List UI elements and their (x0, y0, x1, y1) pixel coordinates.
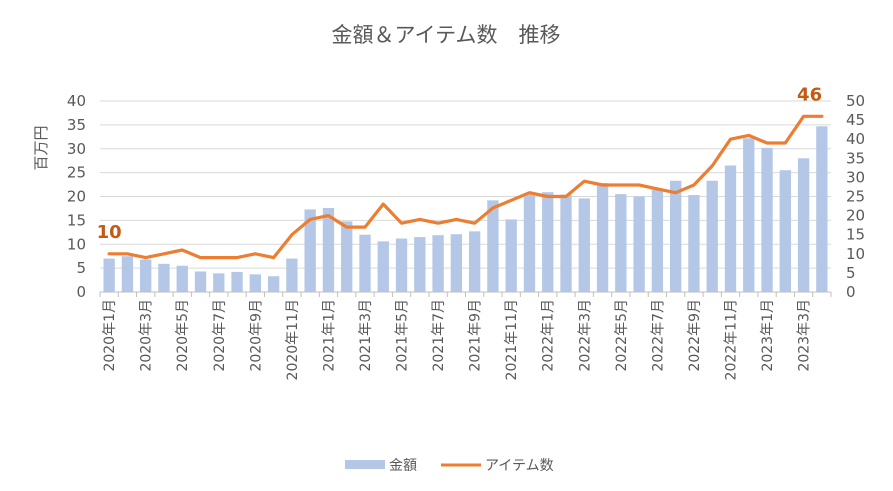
bar (231, 271, 243, 292)
bar (596, 183, 609, 292)
x-tick-label: 2021年7月 (431, 299, 447, 372)
bar (779, 170, 791, 292)
left-tick-label: 25 (67, 164, 86, 182)
bar (450, 234, 463, 292)
bar (304, 209, 316, 292)
right-tick-label: 10 (846, 245, 865, 263)
x-tick-label: 2020年3月 (139, 299, 155, 372)
bar (651, 188, 664, 292)
legend-swatch-amount (345, 460, 385, 469)
left-tick-label: 10 (67, 235, 86, 253)
right-tick-label: 40 (846, 130, 865, 148)
x-tick-label: 2021年3月 (358, 299, 374, 372)
x-tick-label: 2020年9月 (248, 299, 264, 372)
bar (395, 238, 408, 292)
left-tick-label: 40 (67, 92, 86, 110)
right-tick-label: 35 (846, 149, 865, 167)
left-tick-label: 20 (67, 188, 86, 206)
data-label: 10 (97, 222, 122, 243)
data-label: 46 (797, 84, 822, 105)
left-tick-label: 35 (67, 116, 86, 134)
bar (542, 192, 554, 292)
x-tick-label: 2022年3月 (577, 299, 593, 372)
gridlines (100, 100, 831, 269)
left-tick-label: 15 (67, 211, 86, 229)
x-tick-label: 2020年5月 (175, 299, 191, 372)
x-tick-label: 2022年1月 (541, 299, 557, 372)
x-tick-label: 2020年1月 (102, 299, 118, 372)
bar (377, 241, 389, 292)
bar (578, 198, 590, 292)
left-tick-label: 30 (67, 140, 86, 158)
bar (414, 237, 426, 292)
right-tick-label: 15 (846, 226, 865, 244)
bar (487, 200, 499, 292)
right-tick-label: 20 (846, 207, 865, 225)
bar (432, 235, 444, 292)
right-tick-label: 0 (846, 283, 856, 301)
right-tick-label: 45 (846, 111, 865, 129)
bar (249, 274, 262, 292)
bar (121, 256, 134, 292)
bar (505, 219, 517, 292)
x-tick-label: 2022年9月 (687, 299, 703, 372)
bar-series-amount (103, 126, 828, 293)
line-path (107, 114, 824, 260)
bar (194, 271, 207, 292)
x-tick-label: 2022年5月 (614, 299, 630, 372)
x-tick-label: 2021年11月 (504, 299, 520, 380)
left-tick-label: 5 (76, 259, 86, 277)
bar (669, 180, 682, 292)
bar (816, 126, 828, 293)
right-tick-label: 25 (846, 188, 865, 206)
x-tick-label: 2023年1月 (760, 299, 776, 372)
x-tick-label: 2021年5月 (395, 299, 411, 372)
right-tick-label: 5 (846, 264, 856, 282)
right-tick-label: 30 (846, 168, 865, 186)
bar (341, 221, 353, 292)
bar (267, 276, 280, 292)
bar (688, 195, 700, 292)
x-tick-label: 2021年1月 (321, 299, 337, 372)
x-tick-label: 2021年9月 (468, 299, 484, 372)
data-labels: 10 46 (97, 84, 823, 243)
bar (176, 265, 188, 292)
bar (633, 196, 645, 292)
bar (560, 194, 572, 292)
chart-title: 金額＆アイテム数 推移 (332, 23, 561, 47)
x-tick-label: 2022年7月 (650, 299, 666, 372)
bar (724, 165, 737, 292)
bar (213, 273, 225, 292)
line-series-items (107, 114, 824, 260)
bar (103, 258, 115, 292)
bar (761, 147, 773, 292)
left-y-axis: 0 5 10 15 20 25 30 35 40 (67, 92, 86, 301)
legend: 金額 アイテム数 (345, 458, 554, 474)
bar (158, 263, 170, 292)
bar (359, 234, 371, 292)
left-tick-label: 0 (76, 283, 86, 301)
x-tick-label: 2020年7月 (212, 299, 228, 372)
x-tick-label: 2023年3月 (797, 299, 813, 372)
right-tick-label: 50 (846, 92, 865, 110)
bar (615, 194, 627, 292)
legend-label-amount: 金額 (389, 458, 417, 474)
bar (468, 231, 481, 292)
bar (322, 207, 335, 292)
x-tick-label: 2020年11月 (285, 299, 301, 380)
bar (140, 259, 152, 292)
bar (743, 138, 755, 292)
bar (706, 180, 718, 292)
x-axis: 2020年1月 2020年3月 2020年5月 2020年7月 2020年9月 2020年… (99, 291, 832, 380)
left-axis-label: 百万円 (32, 125, 50, 170)
x-tick-label: 2022年11月 (723, 299, 739, 380)
bar (523, 194, 536, 292)
legend-label-items: アイテム数 (485, 458, 554, 474)
bar (797, 158, 810, 292)
bar (286, 258, 298, 292)
